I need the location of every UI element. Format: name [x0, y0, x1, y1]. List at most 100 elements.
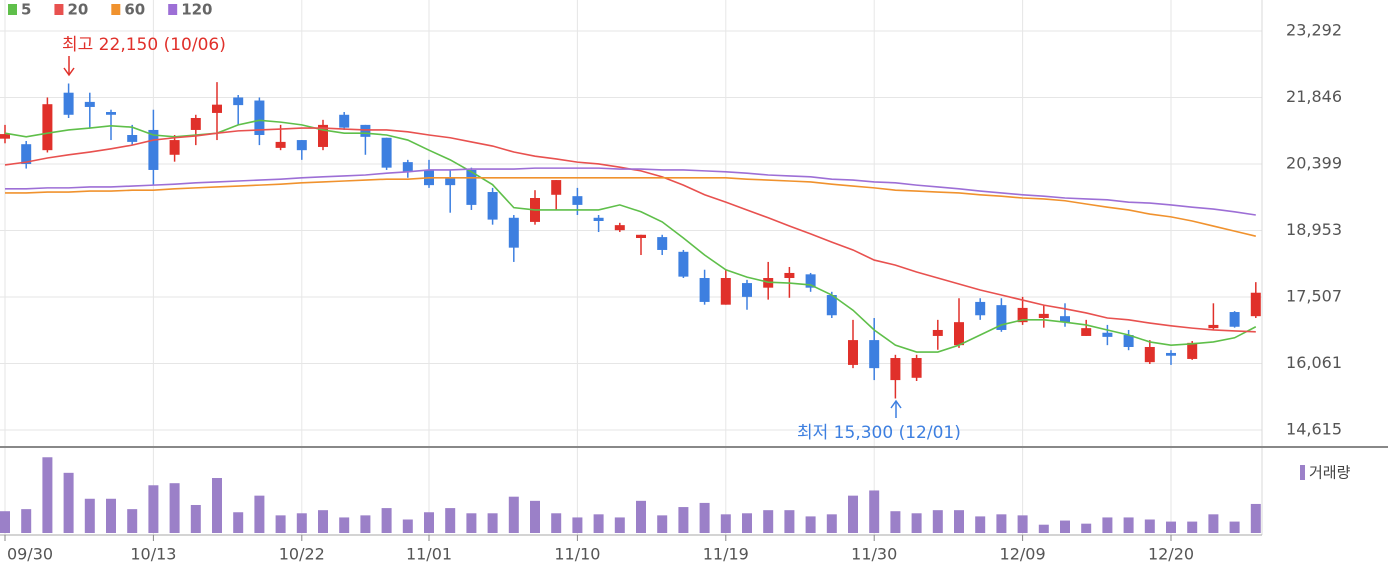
candle-body	[233, 97, 244, 106]
volume-bar	[848, 495, 858, 533]
candle-body	[254, 100, 265, 136]
volume-bar	[1102, 517, 1113, 533]
volume-bar	[212, 478, 222, 533]
x-tick-label: 10/22	[279, 545, 325, 564]
candle-body	[0, 134, 10, 139]
legend-label: 20	[67, 1, 88, 19]
volume-bar	[720, 514, 731, 533]
candle-body	[169, 140, 180, 155]
volume-bar	[466, 513, 477, 533]
legend-label: 60	[124, 1, 145, 19]
volume-bar	[742, 513, 752, 533]
y-tick-label: 18,953	[1286, 220, 1342, 239]
volume-bar	[296, 513, 307, 533]
y-tick-label: 21,846	[1286, 87, 1342, 106]
low-annotation: 최저 15,300 (12/01)	[797, 423, 961, 443]
x-tick-label: 11/30	[851, 545, 897, 564]
candle-body	[826, 295, 837, 316]
candle-body	[678, 251, 689, 277]
candle-body	[911, 358, 922, 378]
candle-body	[636, 234, 646, 239]
volume-bar	[42, 457, 53, 533]
candle-body	[466, 169, 477, 205]
volume-bar	[636, 500, 646, 533]
volume-bar	[975, 516, 986, 533]
volume-bar	[487, 513, 498, 533]
volume-bar	[763, 510, 774, 533]
y-tick-label: 20,399	[1286, 154, 1342, 173]
volume-bar	[106, 498, 116, 533]
candle-body	[190, 117, 201, 130]
volume-bar	[805, 516, 816, 533]
volume-bar	[127, 509, 138, 533]
x-tick-label: 09/30	[7, 545, 53, 564]
y-tick-label: 14,615	[1286, 419, 1342, 438]
volume-bar	[1123, 517, 1134, 533]
candle-body	[42, 104, 53, 151]
candle-body	[1060, 316, 1070, 323]
candle-body	[1038, 313, 1049, 319]
volume-bar	[1144, 519, 1155, 533]
volume-bar	[381, 508, 392, 533]
candle-body	[720, 278, 731, 305]
candle-body	[932, 329, 943, 336]
candle-body	[572, 196, 583, 205]
candle-body	[742, 283, 752, 297]
y-tick-label: 23,292	[1286, 20, 1342, 39]
candle-body	[890, 358, 901, 381]
candle-body	[1017, 307, 1028, 323]
volume-bar	[1081, 523, 1092, 533]
legend-label: 5	[21, 1, 31, 19]
volume-bar	[1187, 521, 1198, 533]
legend-swatch	[111, 4, 121, 15]
volume-bar	[932, 510, 943, 533]
volume-bar	[63, 472, 74, 533]
volume-bar	[996, 514, 1007, 533]
volume-bar	[1017, 515, 1028, 533]
y-tick-label: 16,061	[1286, 353, 1342, 372]
volume-bar	[530, 500, 540, 533]
volume-bar	[169, 483, 180, 533]
candle-body	[699, 278, 710, 302]
candle-body	[1123, 335, 1134, 347]
volume-bar	[699, 502, 710, 533]
volume-legend-swatch	[1300, 465, 1305, 480]
legend-swatch	[54, 4, 64, 15]
volume-bar	[0, 511, 10, 533]
candle-body	[381, 137, 392, 168]
volume-bar	[890, 511, 901, 533]
x-tick-label: 12/09	[1000, 545, 1046, 564]
high-annotation: 최고 22,150 (10/06)	[62, 35, 226, 55]
volume-legend: 거래량	[1309, 464, 1351, 482]
volume-bar	[869, 490, 880, 533]
candle-body	[402, 162, 413, 172]
volume-bar	[826, 514, 837, 533]
candle-body	[1187, 342, 1198, 359]
legend-swatch	[168, 4, 178, 15]
candle-body	[212, 104, 222, 113]
candle-body	[106, 112, 116, 115]
volume-bar	[84, 498, 95, 533]
volume-bar	[402, 519, 413, 533]
candle-body	[1208, 324, 1219, 329]
ma-line	[5, 176, 1256, 237]
volume-bar	[551, 513, 562, 533]
x-tick-label: 12/20	[1148, 545, 1194, 564]
x-tick-label: 10/13	[130, 545, 176, 564]
candle-body	[1144, 346, 1155, 363]
candle-body	[275, 141, 286, 148]
candle-body	[805, 274, 816, 288]
volume-bar	[1208, 514, 1219, 533]
candle-body	[445, 177, 456, 186]
candle-body	[657, 237, 668, 250]
x-tick-label: 11/01	[406, 545, 452, 564]
candle-body	[784, 272, 795, 279]
candle-body	[1102, 332, 1113, 337]
candle-body	[551, 180, 562, 195]
candle-body	[339, 114, 350, 128]
candle-body	[318, 124, 328, 147]
candle-body	[508, 217, 519, 248]
volume-bar	[1060, 520, 1070, 533]
volume-bar	[190, 504, 201, 533]
